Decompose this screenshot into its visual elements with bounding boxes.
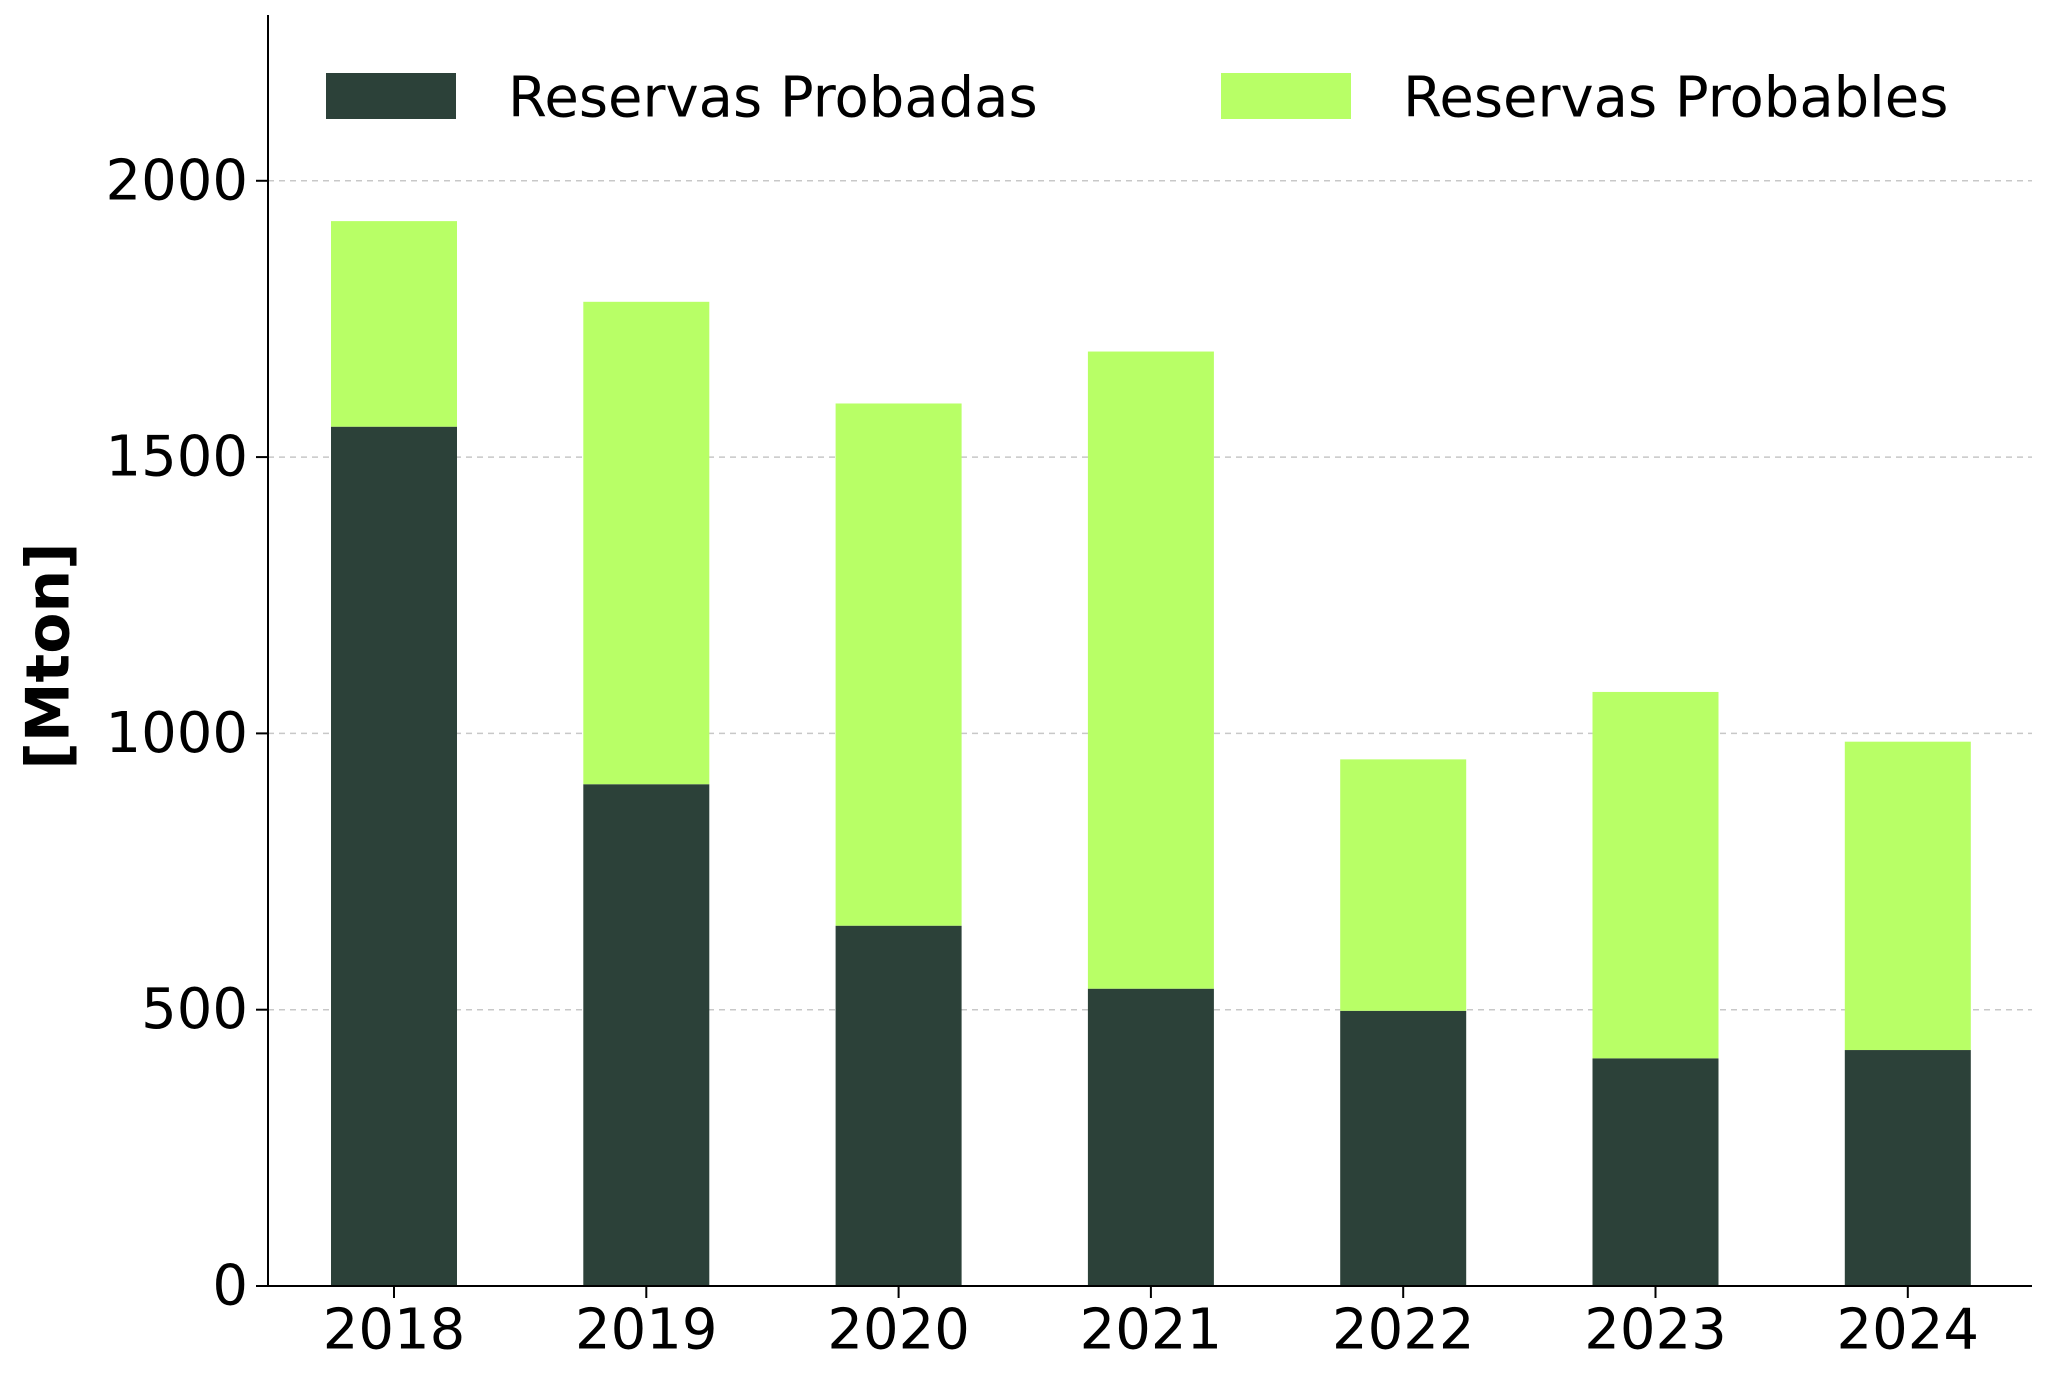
bar-probadas-2021 bbox=[1087, 988, 1214, 1286]
legend-swatch-probables bbox=[1221, 73, 1351, 119]
legend-swatch-probadas bbox=[326, 73, 456, 119]
bar-probables-2024 bbox=[1844, 741, 1971, 1051]
bar-probadas-2019 bbox=[583, 784, 710, 1286]
bars bbox=[331, 221, 1971, 1286]
bar-probables-2020 bbox=[835, 403, 962, 926]
x-tick-label: 2022 bbox=[1332, 1298, 1475, 1363]
x-tick-label: 2020 bbox=[827, 1298, 970, 1363]
bar-probadas-2023 bbox=[1592, 1058, 1719, 1286]
bar-probables-2019 bbox=[583, 301, 710, 785]
x-tick-label: 2024 bbox=[1837, 1298, 1980, 1363]
y-ticks: 0 500 1000 1500 2000 bbox=[105, 148, 268, 1319]
legend-label-probables: Reservas Probables bbox=[1403, 66, 1948, 131]
y-tick-label: 1000 bbox=[105, 701, 248, 766]
bar-probadas-2020 bbox=[835, 925, 962, 1286]
y-tick-label: 500 bbox=[141, 977, 248, 1042]
y-axis-label: [Mton] bbox=[14, 542, 84, 769]
bar-probadas-2024 bbox=[1844, 1050, 1971, 1286]
bar-probables-2021 bbox=[1087, 351, 1214, 989]
x-tick-label: 2021 bbox=[1080, 1298, 1223, 1363]
legend-label-probadas: Reservas Probadas bbox=[508, 66, 1038, 131]
bar-probables-2023 bbox=[1592, 691, 1719, 1059]
y-tick-label: 0 bbox=[212, 1254, 248, 1319]
y-tick-label: 2000 bbox=[105, 148, 248, 213]
x-tick-label: 2018 bbox=[323, 1298, 466, 1363]
y-tick-label: 1500 bbox=[105, 425, 248, 490]
x-tick-label: 2019 bbox=[575, 1298, 718, 1363]
bar-probables-2022 bbox=[1340, 759, 1467, 1011]
bar-probadas-2018 bbox=[331, 426, 457, 1286]
x-tick-label: 2023 bbox=[1584, 1298, 1727, 1363]
x-ticks: 2018 2019 2020 2021 2022 2023 2024 bbox=[323, 1286, 1979, 1363]
bar-probadas-2022 bbox=[1340, 1010, 1467, 1286]
legend: Reservas Probadas Reservas Probables bbox=[326, 66, 1948, 131]
bar-probables-2018 bbox=[331, 221, 457, 427]
